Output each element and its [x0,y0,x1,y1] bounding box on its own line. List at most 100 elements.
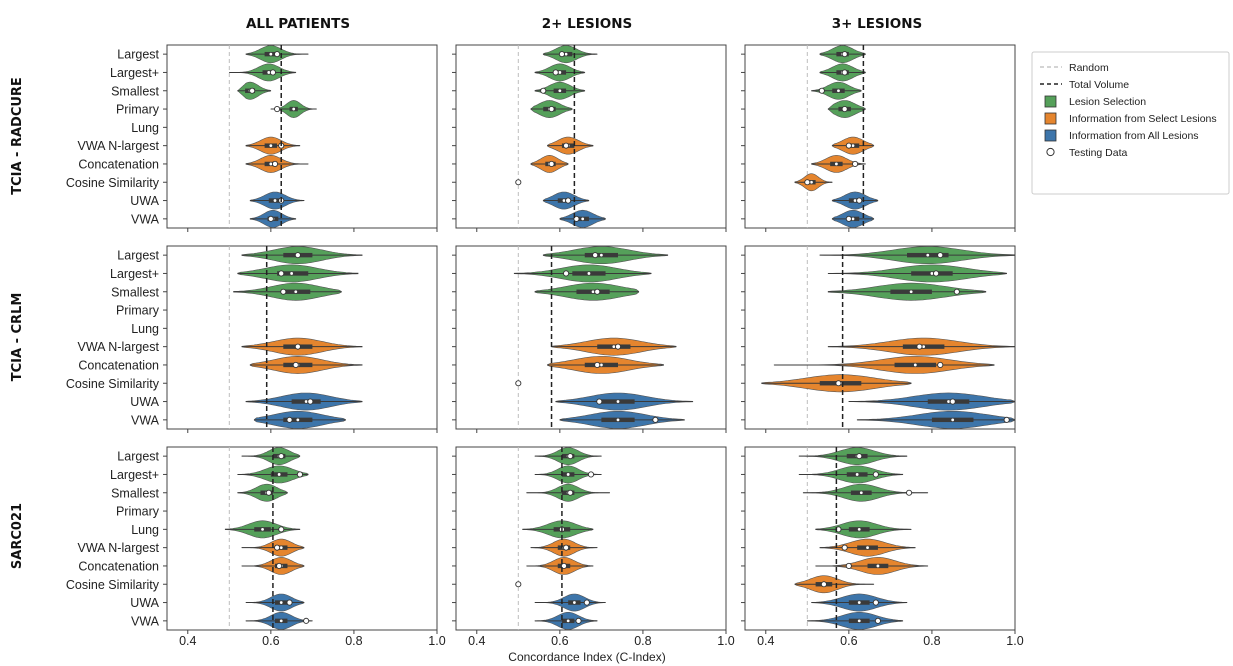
legend-lesion-selection-swatch [1044,95,1057,108]
testing-data-point [563,270,570,277]
testing-data-point [303,617,310,624]
testing-data-point [1003,416,1010,423]
violin-smallest [534,81,586,100]
category-label: VWA [131,614,160,628]
violin-cosine-similarity [794,173,833,192]
column-titles: ALL PATIENTS 2+ LESIONS 3+ LESIONS [246,16,922,32]
violin-concatenation [241,557,305,575]
violin-cosine-similarity [515,581,522,588]
category-label: Largest [117,450,159,464]
testing-data-point [856,453,863,460]
violin-uwa [811,593,908,612]
violin-cosine-similarity [515,380,522,387]
category-label: UWA [130,395,159,409]
violin-median [290,272,294,275]
testing-data-point [280,288,287,295]
violin-median [591,290,595,294]
violin-median [913,363,917,367]
violin-vwa-n-largest [547,136,594,155]
x-tick-label: 0.4 [757,634,774,648]
violin-largest [819,45,866,64]
testing-data-point [294,343,301,350]
violin-median [876,564,880,568]
violin-concatenation [530,154,569,173]
violin-median [810,180,813,184]
violin-median [926,253,930,257]
panel-tcia-crlm-3-lesions [741,245,1016,433]
testing-data-point [906,489,913,496]
violin-median [279,601,283,604]
violin-median [279,619,283,623]
violin-largest [827,264,1007,283]
x-tick-label: 1.0 [428,634,445,648]
violin-median [859,491,863,495]
violin-median [857,527,861,531]
row-titles: TCIA - RADCURE TCIA - CRLM SARC021 [10,77,25,569]
testing-data-point [614,343,622,350]
violin-vwa [856,411,1016,429]
violin-vwa [559,411,685,429]
legend-testing-data-label: Testing Data [1069,147,1128,159]
violin-vwa [245,612,313,630]
x-tick-label: 1.0 [1006,634,1023,648]
violin-median [616,400,620,403]
violin-median [562,199,566,202]
x-tick-label: 0.6 [551,634,568,648]
testing-data-point [558,51,565,58]
x-tick-labels: 0.4 0.6 0.8 1.0 0.4 0.6 0.8 1.0 0.4 0.6 0.8 1.0 [179,634,1024,648]
testing-data-point [818,87,825,94]
testing-data-point [567,453,574,460]
category-label: VWA N-largest [77,139,159,153]
panel-frame [744,44,1016,229]
legend: Random Total Volume Lesion Selection Inf… [1031,51,1230,195]
panel-frame [166,44,438,229]
violin-median [558,71,562,74]
testing-data-point [820,581,827,588]
category-label: Smallest [111,285,159,299]
violin-uwa [245,593,305,612]
legend-frame [1031,51,1230,195]
violin-largest [513,264,652,283]
violin-uwa [245,392,363,411]
violin-vwa-n-largest [530,538,598,557]
violin-largest [819,63,866,82]
testing-data-point [296,471,303,478]
violin-median [857,619,861,623]
violin-primary [270,100,317,119]
testing-data-point [835,380,842,387]
panel-tcia-radcure-all-patients: Largest Largest+ Smallest Primary Lung VWA N-… [66,44,438,232]
violin-lung [815,520,912,539]
violin-median [572,601,576,604]
testing-data-point [594,288,601,295]
testing-data-point [953,288,960,295]
panel-sarc021-2-lesions [452,446,727,634]
testing-data-point [845,562,852,570]
violin-largest [798,447,908,465]
testing-data-point [841,51,848,58]
category-label: Concatenation [78,157,159,171]
testing-data-point [294,252,301,259]
testing-data-point [515,581,522,588]
testing-data-point [552,69,559,76]
testing-data-point [265,489,272,496]
legend-total-volume-label: Total Volume [1069,79,1129,91]
violin-median [269,52,273,56]
testing-data-point [592,252,599,259]
legend-select-lesions-label: Information from Select Lesions [1069,113,1217,125]
violin-median [296,418,300,422]
testing-data-point [548,160,555,167]
testing-data-point [274,106,281,113]
testing-data-point [567,489,574,496]
violin-median [851,217,855,221]
testing-data-point [845,142,852,149]
violin-vwa [559,209,606,228]
testing-data-point [933,270,940,277]
testing-data-point [286,416,293,423]
testing-data-point [652,416,659,423]
violin-median [922,345,926,349]
testing-data-point [286,599,293,606]
category-label: UWA [130,194,159,208]
testing-data-point [587,471,595,478]
violin-smallest [811,81,862,100]
